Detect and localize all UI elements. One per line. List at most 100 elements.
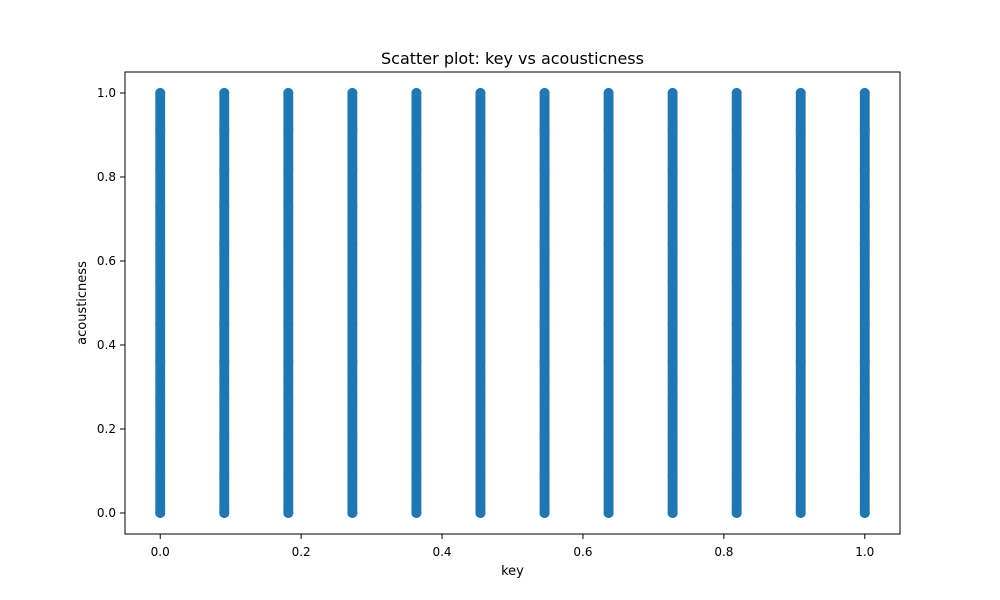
scatter-point bbox=[539, 394, 550, 405]
scatter-point bbox=[603, 508, 614, 518]
scatter-point bbox=[475, 319, 486, 329]
scatter-point bbox=[219, 508, 230, 518]
scatter-point bbox=[219, 239, 230, 250]
scatter-point bbox=[219, 470, 230, 481]
scatter-point bbox=[539, 163, 550, 174]
scatter-point bbox=[283, 356, 294, 367]
scatter-point bbox=[795, 432, 806, 443]
scatter-point bbox=[155, 88, 166, 98]
scatter-point bbox=[731, 239, 742, 250]
scatter-point bbox=[731, 163, 742, 174]
scatter-point bbox=[795, 201, 806, 212]
scatter-point bbox=[731, 277, 742, 287]
scatter-point bbox=[347, 394, 358, 405]
scatter-point bbox=[283, 508, 294, 518]
scatter-point bbox=[347, 201, 358, 212]
scatter-point bbox=[731, 319, 742, 329]
scatter-point bbox=[667, 508, 678, 518]
scatter-point bbox=[795, 508, 806, 518]
scatter-point bbox=[411, 88, 422, 98]
scatter-point bbox=[283, 88, 294, 98]
scatter-point bbox=[411, 277, 422, 287]
scatter-point bbox=[539, 201, 550, 212]
scatter-point bbox=[411, 319, 422, 329]
scatter-point bbox=[219, 88, 230, 98]
scatter-point bbox=[603, 239, 614, 250]
scatter-point bbox=[475, 470, 486, 481]
scatter-point bbox=[155, 163, 166, 174]
scatter-point bbox=[731, 201, 742, 212]
x-tick-label: 0.4 bbox=[432, 545, 451, 559]
scatter-point bbox=[539, 470, 550, 481]
scatter-point bbox=[475, 394, 486, 405]
scatter-point bbox=[603, 432, 614, 443]
scatter-point bbox=[155, 508, 166, 518]
scatter-point bbox=[859, 432, 870, 443]
scatter-point bbox=[411, 508, 422, 518]
chart-title: Scatter plot: key vs acousticness bbox=[381, 49, 644, 68]
scatter-point bbox=[795, 239, 806, 250]
plot-frame bbox=[124, 71, 901, 535]
y-tick-label: 0.0 bbox=[97, 506, 116, 520]
scatter-point bbox=[219, 432, 230, 443]
scatter-point bbox=[411, 163, 422, 174]
scatter-point bbox=[475, 88, 486, 98]
scatter-point bbox=[795, 356, 806, 367]
scatter-point bbox=[283, 201, 294, 212]
y-axis-label: acousticness bbox=[75, 261, 90, 345]
scatter-point bbox=[795, 470, 806, 481]
scatter-point bbox=[859, 470, 870, 481]
scatter-point bbox=[859, 319, 870, 329]
x-tick-label: 0.2 bbox=[292, 545, 311, 559]
scatter-point bbox=[411, 125, 422, 136]
scatter-point bbox=[347, 432, 358, 443]
scatter-point bbox=[603, 394, 614, 405]
scatter-point bbox=[859, 163, 870, 174]
scatter-point bbox=[475, 201, 486, 212]
x-axis-label: key bbox=[501, 564, 524, 579]
scatter-point bbox=[347, 277, 358, 287]
scatter-point bbox=[859, 277, 870, 287]
scatter-point bbox=[411, 470, 422, 481]
scatter-point bbox=[859, 394, 870, 405]
y-tick-label: 0.4 bbox=[97, 338, 116, 352]
scatter-point bbox=[219, 163, 230, 174]
scatter-point bbox=[731, 88, 742, 98]
scatter-point bbox=[283, 239, 294, 250]
x-tick-label: 0.8 bbox=[714, 545, 733, 559]
scatter-point bbox=[667, 356, 678, 367]
y-tick-label: 0.6 bbox=[97, 254, 116, 268]
scatter-point bbox=[859, 239, 870, 250]
scatter-point bbox=[475, 508, 486, 518]
y-tick-label: 1.0 bbox=[97, 86, 116, 100]
scatter-point bbox=[283, 394, 294, 405]
scatter-point bbox=[731, 432, 742, 443]
scatter-point bbox=[859, 356, 870, 367]
x-tick-label: 0.0 bbox=[151, 545, 170, 559]
y-tick-label: 0.2 bbox=[97, 422, 116, 436]
scatter-point bbox=[539, 125, 550, 136]
scatter-point bbox=[731, 394, 742, 405]
scatter-point bbox=[347, 88, 358, 98]
scatter-point bbox=[795, 319, 806, 329]
scatter-point bbox=[219, 394, 230, 405]
scatter-point bbox=[283, 125, 294, 136]
scatter-point bbox=[795, 394, 806, 405]
scatter-point bbox=[795, 88, 806, 98]
scatter-point bbox=[859, 508, 870, 518]
scatter-point bbox=[539, 432, 550, 443]
scatter-point bbox=[731, 470, 742, 481]
scatter-point bbox=[155, 239, 166, 250]
scatter-point bbox=[411, 201, 422, 212]
scatter-point bbox=[603, 319, 614, 329]
scatter-point bbox=[603, 470, 614, 481]
scatter-point bbox=[155, 201, 166, 212]
scatter-point bbox=[347, 470, 358, 481]
scatter-point bbox=[411, 239, 422, 250]
scatter-point bbox=[219, 201, 230, 212]
scatter-point bbox=[731, 125, 742, 136]
scatter-point bbox=[539, 239, 550, 250]
scatter-point bbox=[475, 239, 486, 250]
